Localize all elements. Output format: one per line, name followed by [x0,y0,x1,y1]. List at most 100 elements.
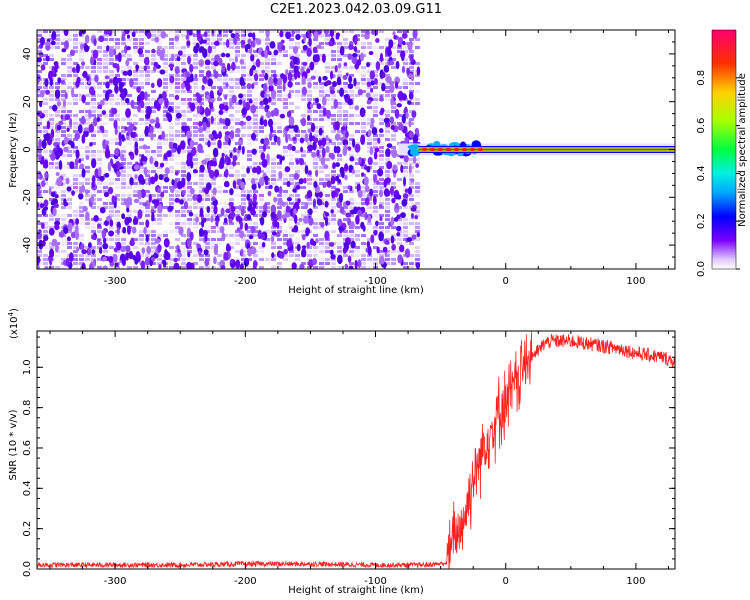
heat-blob [265,104,270,110]
heat-cell [313,234,318,237]
heat-cell [151,38,156,41]
heat-cell [115,178,120,181]
heat-blob [54,224,60,231]
heat-blob [261,211,268,218]
heat-cell [55,214,60,217]
heat-cell [79,82,84,85]
heat-blob [373,151,378,160]
heat-cell [397,30,402,33]
heat-blob [121,134,125,142]
heat-cell [85,254,90,257]
heat-cell [163,58,168,61]
snr-y-axis-label: SNR (10 * v/v) [8,409,19,480]
heat-cell [73,34,78,37]
heat-cell [265,38,270,41]
heat-cell [163,110,168,113]
heat-cell [343,86,348,89]
signal-core-blob [437,147,444,152]
heat-cell [277,130,282,133]
heat-cell [319,138,324,141]
heat-blob [273,107,279,117]
heat-cell [241,166,246,169]
heat-cell [73,146,78,149]
heat-blob [225,53,231,58]
heat-cell [97,154,102,157]
heat-cell [145,242,150,245]
heat-blob [316,103,322,110]
chart-title: C2E1.2023.042.03.09.G11 [270,2,442,17]
heat-blob [401,32,408,39]
heat-blob [396,225,402,232]
heat-cell [127,54,132,57]
heat-blob [270,89,277,100]
heat-cell [139,34,144,37]
heat-cell [415,238,420,241]
heat-blob [211,196,216,202]
heat-cell [67,66,72,69]
heat-cell [211,78,216,81]
heat-cell [193,66,198,69]
heat-cell [361,254,366,257]
heat-cell [145,54,150,57]
heat-blob [409,178,415,183]
heat-cell [385,94,390,97]
heat-cell [313,86,318,89]
heat-cell [109,214,114,217]
heat-cell [313,198,318,201]
heat-cell [361,34,366,37]
heat-cell [379,242,384,245]
heat-cell [139,110,144,113]
heat-cell [367,78,372,81]
heat-cell [55,166,60,169]
heat-cell [133,138,138,141]
heat-blob [144,127,149,137]
heat-cell [79,110,84,113]
heat-cell [253,130,258,133]
heat-blob [292,188,297,193]
heat-blob [37,190,41,196]
heat-cell [169,254,174,257]
heat-blob [251,167,258,174]
heat-blob [161,91,167,100]
heat-cell [235,194,240,197]
heat-blob [369,123,375,129]
heat-blob [269,41,276,49]
heat-cell [313,206,318,209]
heat-cell [367,258,372,261]
heat-cell [385,86,390,89]
heat-cell [241,58,246,61]
heat-cell [355,50,360,53]
heat-cell [181,54,186,57]
heat-cell [403,86,408,89]
heat-cell [163,206,168,209]
heat-blob [189,187,195,195]
heat-cell [379,226,384,229]
heat-cell [55,130,60,133]
heat-cell [187,110,192,113]
heat-cell [181,34,186,37]
heat-cell [187,218,192,221]
heat-blob [364,211,368,221]
heat-blob [230,205,236,212]
heat-blob [263,49,268,56]
heat-cell [193,102,198,105]
heat-blob [335,162,340,168]
heat-cell [325,66,330,69]
heat-blob [63,201,69,207]
heat-cell [139,206,144,209]
heat-cell [97,246,102,249]
heat-blob [186,130,192,139]
heat-blob [316,149,320,157]
heat-blob [65,177,70,185]
heat-blob [264,92,268,98]
heat-cell [73,38,78,41]
heat-cell [37,122,42,125]
heat-cell [325,194,330,197]
heat-cell [181,46,186,49]
heat-blob [64,114,71,121]
heat-blob [50,191,56,198]
heat-cell [79,258,84,261]
heat-cell [61,130,66,133]
heat-cell [193,122,198,125]
heat-cell [157,170,162,173]
